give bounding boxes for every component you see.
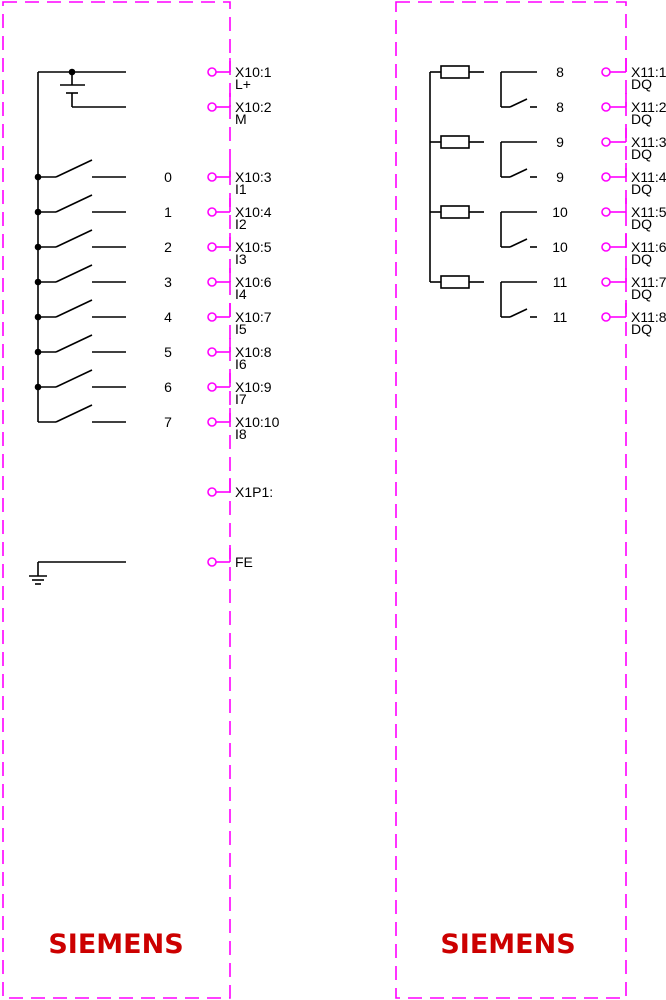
switch-contact <box>55 229 93 248</box>
power-1-terminal-icon <box>207 102 217 112</box>
output-0-terminal-icon <box>601 67 611 77</box>
output-0-signal-label: DQ <box>631 76 652 92</box>
output-5-terminal-label: X11:6 <box>631 239 666 255</box>
fe-terminal-icon <box>207 557 217 567</box>
output-6-terminal-label: X11:7 <box>631 274 666 290</box>
output-3-terminal-icon <box>601 172 611 182</box>
input-5-terminal-icon <box>207 347 217 357</box>
output-7-terminal-label: X11:8 <box>631 309 666 325</box>
relay-contact <box>509 168 528 178</box>
output-7-terminal-icon <box>601 312 611 322</box>
relay-coil-icon <box>440 275 470 289</box>
input-6-terminal-icon <box>207 382 217 392</box>
power-1-terminal-label: X10:2 <box>235 99 272 115</box>
input-0-signal-label: I1 <box>235 181 247 197</box>
output-6-terminal-icon <box>601 277 611 287</box>
x1p1-terminal-label: X1P1: <box>235 484 273 500</box>
output-channel-number: 9 <box>556 169 564 185</box>
switch-contact <box>55 159 93 178</box>
power-1-signal-label: M <box>235 111 247 127</box>
module-frame-right <box>395 1 627 999</box>
output-channel-number: 8 <box>556 64 564 80</box>
input-4-signal-label: I5 <box>235 321 247 337</box>
input-channel-number: 2 <box>164 239 172 255</box>
relay-coil-icon <box>440 205 470 219</box>
input-3-signal-label: I4 <box>235 286 247 302</box>
switch-contact <box>55 404 93 423</box>
input-4-terminal-label: X10:7 <box>235 309 272 325</box>
input-channel-number: 5 <box>164 344 172 360</box>
input-1-terminal-icon <box>207 207 217 217</box>
fe-terminal-label: FE <box>235 554 253 570</box>
output-3-signal-label: DQ <box>631 181 652 197</box>
switch-contact <box>55 264 93 283</box>
input-channel-number: 1 <box>164 204 172 220</box>
power-0-terminal-label: X10:1 <box>235 64 272 80</box>
input-0-terminal-icon <box>207 172 217 182</box>
input-4-terminal-icon <box>207 312 217 322</box>
switch-contact <box>55 369 93 388</box>
input-0-terminal-label: X10:3 <box>235 169 272 185</box>
input-channel-number: 7 <box>164 414 172 430</box>
output-channel-number: 10 <box>552 204 568 220</box>
output-channel-number: 8 <box>556 99 564 115</box>
input-3-terminal-icon <box>207 277 217 287</box>
siemens-logo-right: SIEMENS <box>440 929 575 960</box>
input-5-signal-label: I6 <box>235 356 247 372</box>
output-2-terminal-icon <box>601 137 611 147</box>
output-1-terminal-label: X11:2 <box>631 99 666 115</box>
input-7-terminal-icon <box>207 417 217 427</box>
input-7-terminal-label: X10:10 <box>235 414 280 430</box>
output-2-signal-label: DQ <box>631 146 652 162</box>
power-0-terminal-icon <box>207 67 217 77</box>
relay-coil-icon <box>440 135 470 149</box>
input-5-terminal-label: X10:8 <box>235 344 272 360</box>
output-4-terminal-icon <box>601 207 611 217</box>
module-frame-left <box>2 1 231 999</box>
relay-contact <box>509 98 528 108</box>
input-2-terminal-label: X10:5 <box>235 239 272 255</box>
input-7-signal-label: I8 <box>235 426 247 442</box>
output-4-signal-label: DQ <box>631 216 652 232</box>
input-6-terminal-label: X10:9 <box>235 379 272 395</box>
output-channel-number: 11 <box>553 309 568 325</box>
switch-contact <box>55 194 93 213</box>
siemens-logo-left: SIEMENS <box>48 929 183 960</box>
input-channel-number: 6 <box>164 379 172 395</box>
relay-contact <box>509 238 528 248</box>
input-channel-number: 4 <box>164 309 172 325</box>
switch-contact <box>55 299 93 318</box>
relay-coil-icon <box>440 65 470 79</box>
input-2-terminal-icon <box>207 242 217 252</box>
power-0-signal-label: L+ <box>235 76 251 92</box>
output-5-terminal-icon <box>601 242 611 252</box>
input-2-signal-label: I3 <box>235 251 247 267</box>
input-channel-number: 3 <box>164 274 172 290</box>
output-0-terminal-label: X11:1 <box>631 64 666 80</box>
input-3-terminal-label: X10:6 <box>235 274 272 290</box>
x1p1-terminal-icon <box>207 487 217 497</box>
output-2-terminal-label: X11:3 <box>631 134 666 150</box>
output-channel-number: 10 <box>552 239 568 255</box>
output-7-signal-label: DQ <box>631 321 652 337</box>
output-4-terminal-label: X11:5 <box>631 204 666 220</box>
output-6-signal-label: DQ <box>631 286 652 302</box>
input-6-signal-label: I7 <box>235 391 247 407</box>
output-5-signal-label: DQ <box>631 251 652 267</box>
output-1-terminal-icon <box>601 102 611 112</box>
output-channel-number: 11 <box>553 274 568 290</box>
output-3-terminal-label: X11:4 <box>631 169 666 185</box>
switch-contact <box>55 334 93 353</box>
input-channel-number: 0 <box>164 169 172 185</box>
output-1-signal-label: DQ <box>631 111 652 127</box>
input-1-terminal-label: X10:4 <box>235 204 272 220</box>
input-1-signal-label: I2 <box>235 216 247 232</box>
output-channel-number: 9 <box>556 134 564 150</box>
relay-contact <box>509 308 528 318</box>
